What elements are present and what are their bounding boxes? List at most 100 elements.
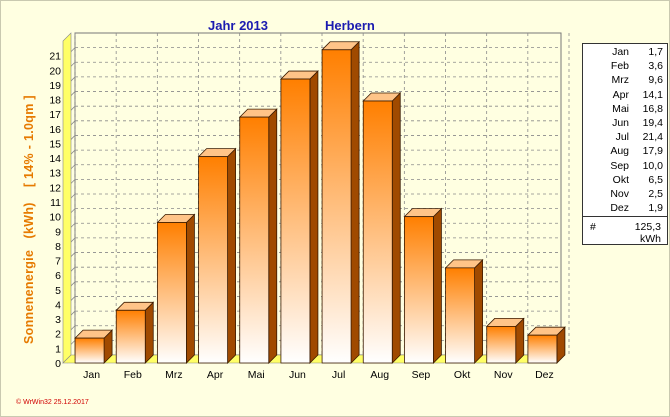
y-tick-label: 15 (49, 138, 61, 150)
chart-title: Jahr 2013 (208, 18, 268, 33)
legend-month: Okt (612, 173, 629, 186)
x-tick-label: Mai (248, 369, 265, 381)
bar-feb (115, 301, 155, 364)
x-tick-label: Jul (332, 369, 345, 381)
y-tick-label: 2 (55, 329, 61, 341)
x-tick-label: Jan (83, 369, 100, 381)
y-tick-label: 6 (55, 270, 61, 282)
legend-month: Dez (610, 202, 629, 215)
legend-month: Jul (615, 131, 629, 144)
bar-okt (444, 258, 484, 364)
legend-month: Mai (612, 102, 629, 115)
legend-row: Jun 19,4 (583, 117, 669, 131)
legend-month: Nov (610, 188, 629, 200)
y-tick-label: 8 (55, 241, 61, 253)
legend-value: 19,4 (642, 117, 663, 129)
x-tick-label: Aug (370, 369, 389, 381)
legend-separator (583, 216, 667, 217)
plot-left-wall (62, 32, 72, 364)
bar-front (74, 337, 105, 364)
bar-mai (238, 108, 278, 364)
y-tick-label: 20 (49, 65, 61, 77)
x-tick-label: Sep (412, 369, 431, 381)
bar-front (527, 334, 558, 364)
legend-month: Sep (610, 159, 629, 172)
bar-front (362, 100, 393, 364)
x-tick-label: Dez (535, 369, 554, 381)
x-tick-label: Jun (289, 369, 306, 381)
legend-value: 1,7 (648, 46, 663, 58)
bar-front (280, 78, 311, 364)
y-tick-label: 18 (49, 95, 61, 107)
legend-row: Apr 14,1 (583, 89, 669, 103)
bar-jun (279, 70, 319, 364)
y-tick-label: 14 (49, 153, 61, 165)
bar-front (321, 49, 352, 364)
y-tick-label: 1 (55, 343, 61, 355)
bar-front (198, 156, 228, 364)
bar-side (309, 70, 319, 364)
bar-front (239, 116, 270, 364)
y-tick-label: 12 (49, 182, 61, 194)
x-tick-label: Mrz (165, 369, 183, 381)
legend-row: Dez 1,9 (583, 202, 669, 216)
bar-side (144, 301, 154, 364)
y-tick-label: 0 (55, 358, 61, 370)
x-tick-label: Apr (207, 369, 224, 381)
bar-side (186, 213, 195, 364)
y-tick-label: 7 (55, 256, 61, 268)
bar-front (157, 222, 187, 364)
y-tick-label: 4 (55, 299, 61, 311)
bar-jan (74, 329, 114, 364)
bar-mrz (156, 213, 196, 364)
legend-value: 16,8 (642, 102, 663, 115)
bar-front (115, 309, 146, 364)
legend-value: 9,6 (648, 74, 663, 87)
legend-month: Aug (610, 145, 629, 158)
legend-row: Mai 16,8 (583, 103, 669, 117)
bar-side (268, 108, 278, 364)
legend-row: Jul 21,4 (583, 131, 669, 145)
y-tick-label: 3 (55, 314, 61, 326)
y-tick-label: 13 (49, 168, 61, 180)
bar-front (404, 216, 434, 364)
x-tick-label: Okt (454, 369, 470, 381)
bar-apr (197, 147, 237, 364)
bar-sep (403, 207, 443, 364)
bar-nov (485, 317, 525, 364)
legend-month: Jan (612, 46, 629, 58)
legend-total-value: 125,3 (634, 221, 661, 233)
legend-row: Sep 10,0 (583, 160, 669, 174)
legend-month: Apr (612, 88, 629, 101)
legend-row: Nov 2,5 (583, 188, 669, 202)
legend-row: Mrz 9,6 (583, 74, 669, 88)
legend-month: Jun (612, 117, 629, 129)
legend-value: 1,9 (648, 202, 663, 215)
bar-front (445, 267, 475, 364)
chart-location: Herbern (325, 18, 375, 33)
bar-aug (362, 92, 402, 364)
legend-total-unit: kWh (640, 233, 661, 245)
legend-value: 10,0 (642, 159, 663, 172)
y-tick-label: 16 (49, 124, 61, 136)
bar-side (391, 92, 401, 364)
legend-value: 3,6 (648, 60, 663, 73)
legend-value: 14,1 (642, 88, 663, 101)
legend-total-symbol: # (590, 221, 596, 233)
legend-value: 17,9 (642, 145, 663, 158)
legend-row: Jan 1,7 (583, 46, 669, 60)
y-tick-label: 9 (55, 226, 61, 238)
legend-value: 6,5 (648, 173, 663, 186)
legend-row: Feb 3,6 (583, 60, 669, 74)
legend-month: Mrz (611, 74, 630, 87)
y-tick-label: 21 (49, 51, 61, 63)
bar-side (474, 258, 483, 364)
legend-month: Feb (610, 60, 629, 73)
bar-side (433, 207, 442, 364)
x-tick-label: Nov (494, 369, 513, 381)
legend-row: Okt 6,5 (583, 174, 669, 188)
bar-dez (526, 326, 566, 364)
y-tick-label: 17 (49, 109, 61, 121)
